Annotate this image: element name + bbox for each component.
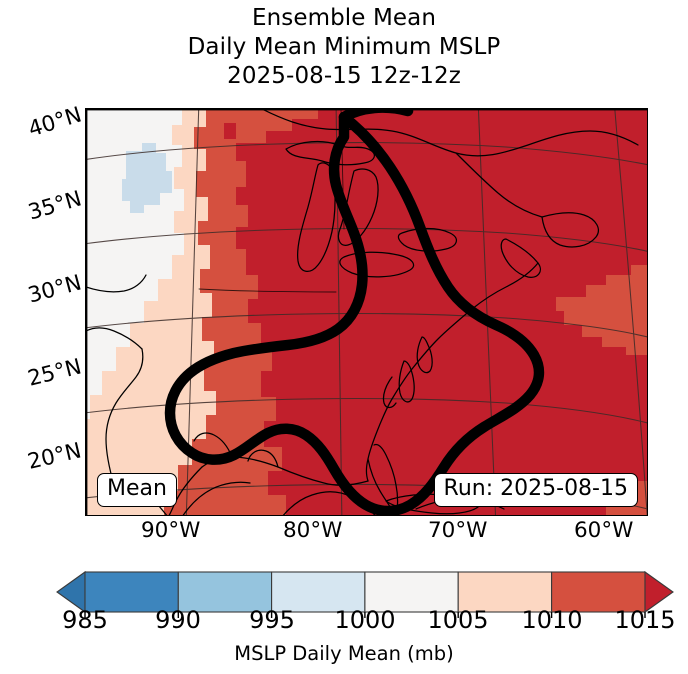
lon-label-90w: 90°W xyxy=(141,518,201,543)
run-label-box[interactable]: Run: 2025-08-15 xyxy=(433,473,638,507)
chart-title: Ensemble Mean Daily Mean Minimum MSLP 20… xyxy=(0,4,688,91)
colorbar-tick-1010: 1010 xyxy=(521,606,583,634)
colorbar-segment-1010-1015 xyxy=(551,571,646,613)
map-plot-area[interactable] xyxy=(85,108,648,516)
colorbar-tick-985: 985 xyxy=(62,606,108,634)
lat-label-35n: 35°N xyxy=(25,186,85,226)
colorbar-tick-990: 990 xyxy=(155,606,201,634)
title-line-1: Ensemble Mean xyxy=(251,5,437,31)
title-line-2: Daily Mean Minimum MSLP xyxy=(187,34,501,60)
map-border xyxy=(86,109,647,515)
colorbar-segment-990-995 xyxy=(177,571,273,613)
colorbar-segment-1005-1010 xyxy=(457,571,553,613)
lon-label-60w: 60°W xyxy=(574,518,634,543)
lat-label-25n: 25°N xyxy=(25,354,85,392)
colorbar-over-arrow xyxy=(644,570,674,614)
title-line-3: 2025-08-15 12z-12z xyxy=(227,63,461,89)
mean-label-box[interactable]: Mean xyxy=(97,473,177,507)
contour-band-995-1000 xyxy=(122,143,172,213)
heavy-contour-line xyxy=(164,111,545,515)
colorbar-tick-1015: 1015 xyxy=(614,606,676,634)
colorbar-axis-label: MSLP Daily Mean (mb) xyxy=(234,642,454,665)
map-figure[interactable]: 40°N 35°N 30°N 25°N 20°N 90°W 80°W 70°W … xyxy=(25,103,648,543)
lon-label-70w: 70°W xyxy=(428,518,488,543)
coastlines xyxy=(86,109,639,515)
colorbar-swatches[interactable] xyxy=(0,560,688,620)
colorbar-tick-995: 995 xyxy=(249,606,295,634)
lat-label-40n: 40°N xyxy=(25,102,85,143)
lat-label-20n: 20°N xyxy=(25,438,84,475)
lon-label-80w: 80°W xyxy=(283,518,343,543)
colorbar-tick-1005: 1005 xyxy=(427,606,489,634)
colorbar-ticks xyxy=(84,612,646,618)
map-canvas xyxy=(86,109,647,515)
colorbar-segment-1000-1005 xyxy=(364,571,459,613)
colorbar-tick-1000: 1000 xyxy=(334,606,396,634)
lat-label-30n: 30°N xyxy=(25,270,85,309)
colorbar[interactable]: 985 990 995 1000 1005 1010 1015 MSLP Dai… xyxy=(0,560,688,674)
